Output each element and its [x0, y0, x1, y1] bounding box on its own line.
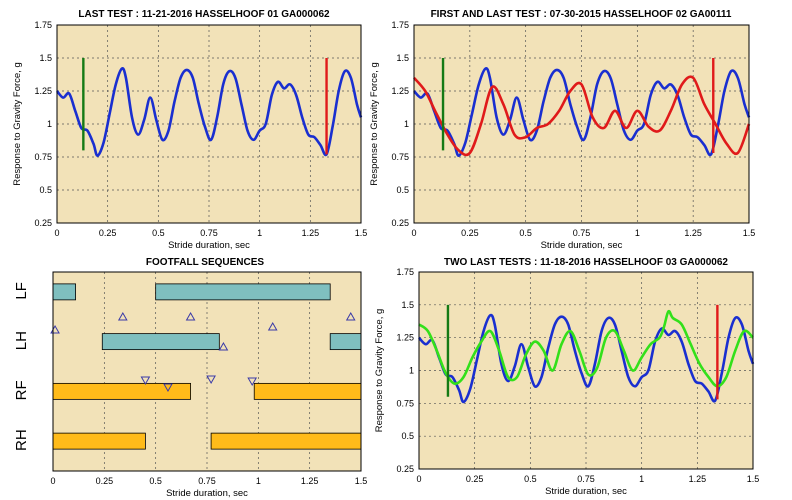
y-tick-label: 1: [47, 119, 52, 129]
footfall-event-down: [163, 383, 173, 393]
footfall-bar-rh: [210, 432, 362, 450]
chart-title: FIRST AND LAST TEST : 07-30-2015 HASSELH…: [431, 9, 732, 20]
series-line-blue: [413, 67, 751, 157]
x-tick-label: 0.75: [200, 228, 218, 238]
footfall-event-down: [140, 376, 151, 386]
y-tick-label: 1: [404, 119, 409, 129]
y-tick-label: 0.75: [391, 152, 409, 162]
plot-border: [56, 24, 362, 224]
y-tick-label: 1.75: [396, 267, 414, 277]
row-label-lh: LH: [13, 331, 30, 350]
y-tick-label: 0.25: [391, 218, 409, 228]
y-tick-label: 0.5: [401, 431, 414, 441]
footfall-event-up: [267, 321, 278, 331]
chart-p2: FIRST AND LAST TEST : 07-30-2015 HASSELH…: [369, 9, 755, 251]
row-label-rh: RH: [13, 429, 30, 451]
series-line-red: [413, 75, 751, 157]
y-tick-label: 0.25: [34, 218, 52, 228]
footfall-bar-rh: [52, 432, 146, 450]
x-tick-label: 1: [639, 474, 644, 484]
y-axis-label: Response to Gravity Force, g: [12, 62, 23, 186]
x-axis-label: Stride duration, sec: [541, 240, 623, 251]
x-tick-label: 0.25: [96, 476, 114, 486]
x-tick-label: 0: [54, 228, 59, 238]
x-tick-label: 1.25: [684, 228, 702, 238]
y-tick-label: 1.5: [396, 53, 409, 63]
chart-p3: FOOTFALL SEQUENCES 0 0.25 0.5 0.75 1 1.25 1.5 St…: [13, 257, 367, 499]
chart-title: LAST TEST : 11-21-2016 HASSELHOOF 01 GA0…: [78, 9, 330, 20]
series-line-blue: [55, 67, 363, 157]
y-tick-label: 1.25: [34, 86, 52, 96]
x-tick-label: 0: [411, 228, 416, 238]
footfall-bar-lf: [52, 283, 76, 301]
y-tick-label: 0.25: [396, 464, 414, 474]
x-axis-label: Stride duration, sec: [166, 488, 248, 499]
x-tick-label: 1.25: [689, 474, 707, 484]
y-tick-label: 0.5: [396, 185, 409, 195]
x-tick-label: 0.5: [152, 228, 165, 238]
x-tick-label: 1.25: [301, 476, 319, 486]
plot-border: [413, 24, 750, 224]
y-tick-label: 1: [409, 366, 414, 376]
y-axis-label: Response to Gravity Force, g: [374, 309, 385, 433]
y-tick-label: 0.75: [34, 152, 52, 162]
x-tick-label: 0.5: [519, 228, 532, 238]
x-tick-label: 1.25: [302, 228, 320, 238]
y-tick-label: 0.75: [396, 398, 414, 408]
x-tick-label: 0: [416, 474, 421, 484]
chart-title: FOOTFALL SEQUENCES: [146, 257, 264, 268]
x-tick-label: 0.75: [198, 476, 216, 486]
footfall-event-up: [185, 311, 196, 321]
footfall-event-up: [345, 311, 356, 321]
footfall-bar-rf: [253, 382, 362, 400]
footfall-event-up: [117, 311, 128, 321]
x-tick-label: 0.75: [573, 228, 591, 238]
x-tick-label: 0.5: [149, 476, 162, 486]
x-tick-label: 0: [50, 476, 55, 486]
plot-border: [418, 271, 754, 470]
plot-border: [52, 271, 362, 472]
y-tick-label: 1.5: [39, 53, 52, 63]
series-line-blue: [418, 313, 755, 404]
x-tick-label: 1.5: [355, 476, 368, 486]
x-tick-label: 1.5: [355, 228, 368, 238]
x-axis-label: Stride duration, sec: [545, 486, 627, 497]
chart-p4: TWO LAST TESTS : 11-18-2016 HASSELHOOF 0…: [374, 257, 759, 497]
x-tick-label: 1: [257, 228, 262, 238]
y-tick-label: 0.5: [39, 185, 52, 195]
y-axis-label: Response to Gravity Force, g: [369, 62, 380, 186]
x-tick-label: 1: [635, 228, 640, 238]
x-tick-label: 0.25: [466, 474, 484, 484]
footfall-bar-lh: [101, 333, 220, 351]
footfall-bar-lh: [329, 333, 362, 351]
y-tick-label: 1.75: [391, 20, 409, 30]
x-tick-label: 1.5: [743, 228, 756, 238]
y-tick-label: 1.5: [401, 300, 414, 310]
row-label-rf: RF: [13, 380, 30, 400]
x-tick-label: 0.5: [524, 474, 537, 484]
x-axis-label: Stride duration, sec: [168, 240, 250, 251]
chart-title: TWO LAST TESTS : 11-18-2016 HASSELHOOF 0…: [444, 257, 728, 268]
footfall-event-down: [206, 375, 216, 385]
footfall-event-down: [247, 377, 258, 387]
x-tick-label: 1.5: [747, 474, 760, 484]
x-tick-label: 0.75: [577, 474, 595, 484]
footfall-bar-lf: [155, 283, 331, 301]
row-label-lf: LF: [13, 282, 30, 300]
footfall-event-up: [218, 341, 229, 351]
y-tick-label: 1.75: [34, 20, 52, 30]
x-tick-label: 0.25: [99, 228, 117, 238]
x-tick-label: 1: [256, 476, 261, 486]
x-tick-label: 0.25: [461, 228, 479, 238]
y-tick-label: 1.25: [396, 333, 414, 343]
y-tick-label: 1.25: [391, 86, 409, 96]
series-line-light_green: [418, 309, 754, 388]
footfall-bar-rf: [52, 382, 191, 400]
chart-p1: LAST TEST : 11-21-2016 HASSELHOOF 01 GA0…: [12, 9, 367, 251]
